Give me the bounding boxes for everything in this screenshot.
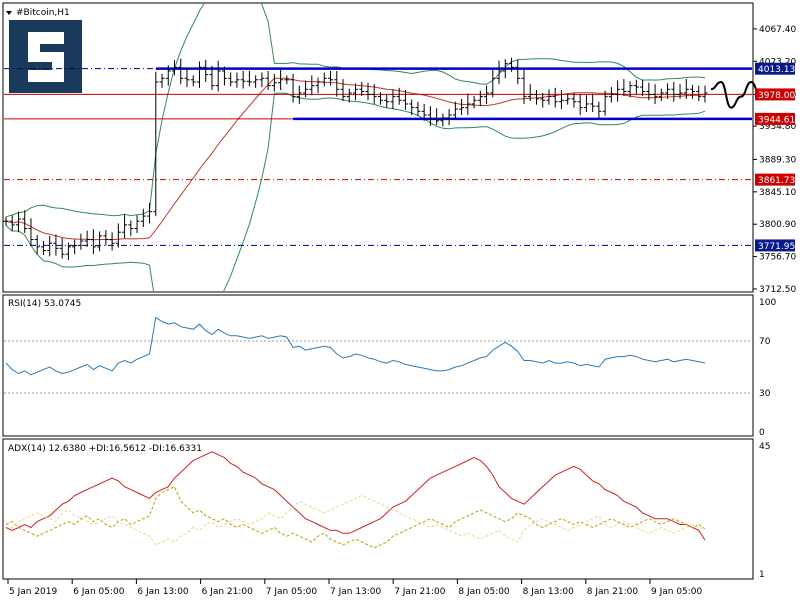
price-y-tick-label: 3756.70 — [759, 253, 796, 263]
adx-panel-frame — [2, 438, 754, 580]
price-layer: 4067.40 4023.20 3978.00 3934.80 3889.30 3845.… — [3, 4, 796, 295]
price-y-tick-label: 4023.20 — [759, 57, 796, 67]
price-tag-label: 3771.95 — [758, 242, 795, 252]
price-y-tick-label: 3889.30 — [759, 155, 796, 165]
x-tick-label: 7 Jan 21:00 — [394, 587, 446, 597]
price-tag — [755, 88, 795, 101]
adx-title: ADX(14) 12.6380 +DI:16.5612 -DI:16.6331 — [8, 444, 202, 454]
rsi-y-tick-label: 100 — [759, 298, 776, 308]
brand-logo — [9, 20, 82, 93]
price-tag — [755, 173, 795, 186]
price-tag-label: 3978.00 — [758, 91, 795, 101]
price-tag — [755, 62, 795, 75]
price-y-tick-label: 3800.90 — [759, 220, 796, 230]
symbol-title: #Bitcoin,H1 — [16, 8, 70, 18]
adx-series-plusdi — [5, 486, 706, 549]
adx-series-minusdi — [5, 494, 706, 546]
price-panel-frame — [2, 2, 754, 293]
rsi-layer: 100 70 30 0 — [4, 298, 776, 438]
logo-mark — [28, 32, 64, 82]
price-tag-label: 3944.61 — [758, 115, 795, 125]
rsi-y-tick-label: 30 — [759, 389, 771, 399]
price-y-tick-label: 3712.50 — [759, 285, 796, 295]
x-tick-label: 5 Jan 2019 — [9, 587, 57, 597]
rsi-y-tick-label: 0 — [759, 428, 765, 438]
price-tag — [755, 112, 795, 125]
bollinger-lower — [5, 92, 706, 291]
rsi-panel-frame — [2, 294, 754, 437]
price-tag-label: 3861.73 — [758, 176, 795, 186]
price-tag-label: 4013.13 — [758, 65, 795, 75]
x-tick-label: 8 Jan 21:00 — [587, 587, 639, 597]
dropdown-triangle-icon[interactable] — [6, 11, 12, 15]
adx-series-adx — [5, 451, 706, 541]
price-y-tick-label: 3845.10 — [759, 188, 796, 198]
x-tick-label: 7 Jan 13:00 — [330, 587, 382, 597]
price-y-tick-label: 4067.40 — [759, 25, 796, 35]
x-tick-label: 8 Jan 05:00 — [458, 587, 510, 597]
rsi-y-tick-label: 70 — [759, 337, 771, 347]
rsi-line — [5, 316, 706, 376]
x-tick-label: 6 Jan 05:00 — [73, 587, 125, 597]
adx-y-tick-label: 45 — [759, 442, 770, 452]
adx-layer: 45 1 — [5, 442, 770, 580]
bollinger-upper — [5, 4, 706, 218]
price-tag — [755, 239, 795, 252]
adx-y-tick-label: 1 — [759, 570, 765, 580]
x-tick-label: 6 Jan 21:00 — [202, 587, 254, 597]
x-tick-label: 6 Jan 13:00 — [137, 587, 189, 597]
projection-curve — [710, 80, 762, 109]
x-tick-label: 9 Jan 05:00 — [651, 587, 703, 597]
x-tick-label: 8 Jan 13:00 — [523, 587, 575, 597]
price-y-tick-label: 3934.80 — [759, 122, 796, 132]
x-tick-label: 7 Jan 05:00 — [266, 587, 318, 597]
rsi-title: RSI(14) 53.0745 — [8, 299, 81, 309]
x-axis: 5 Jan 2019 6 Jan 05:00 6 Jan 13:00 6 Jan 21… — [7, 579, 703, 597]
